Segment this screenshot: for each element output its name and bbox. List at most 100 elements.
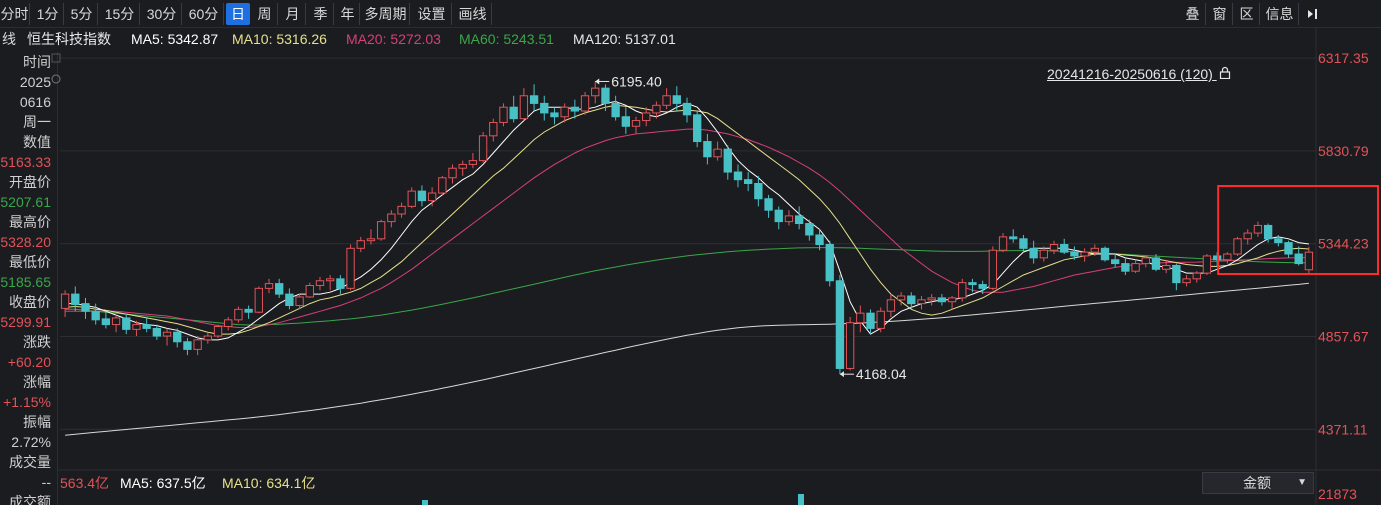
candle-body <box>907 295 916 305</box>
candle-body <box>356 240 365 249</box>
candle-body <box>1060 244 1069 253</box>
range-tag-text: 20241216-20250616 (120) <box>1047 66 1213 82</box>
candle-body <box>315 280 325 287</box>
range-tag[interactable]: 20241216-20250616 (120) <box>1047 66 1231 82</box>
candle-body <box>1009 236 1018 240</box>
candle-body <box>662 95 671 106</box>
toolbar-btn-4[interactable]: 30分 <box>142 3 182 25</box>
price-axis-label-3: 4857.67 <box>1318 328 1369 344</box>
volume-axis-top: 21873 <box>1318 486 1357 502</box>
candle-body <box>1233 238 1242 255</box>
candle-body <box>1223 253 1232 261</box>
candle-body <box>489 121 498 137</box>
toolbar: 分时 1分 5分 15分 30分 60分日周月季年多周期 设置 画线 叠窗区信息 <box>0 0 1381 28</box>
candle-body <box>815 234 824 246</box>
candle-body <box>845 322 855 369</box>
candle-body <box>305 285 314 298</box>
ma-line-ma10 <box>65 104 1309 335</box>
toolbar-btn-9[interactable]: 季 <box>308 3 334 25</box>
price-axis-label-1: 5830.79 <box>1318 143 1369 159</box>
candle-body <box>1294 253 1303 265</box>
candle-body <box>183 341 192 350</box>
toolbar-btn-1[interactable]: 1分 <box>32 3 64 25</box>
tool-btn-0[interactable]: 叠 <box>1180 3 1206 25</box>
candle-body <box>1212 255 1222 261</box>
high-value: 5328.20 <box>0 234 51 250</box>
candle-body <box>1049 244 1059 251</box>
candle-body <box>448 167 457 179</box>
candle-body <box>896 295 906 301</box>
toolbar-btn-8[interactable]: 月 <box>280 3 306 25</box>
candle-body <box>509 106 518 120</box>
ma10-readout: MA10: 5316.26 <box>232 31 327 47</box>
candle-body <box>774 209 783 223</box>
candle-body <box>794 215 804 225</box>
volume-amount: 563.4亿 <box>60 475 110 491</box>
candle-body <box>805 223 814 236</box>
candle-body <box>560 106 569 118</box>
ma120-readout: MA120: 5137.01 <box>573 31 676 47</box>
candle-body <box>1039 249 1048 259</box>
toolbar-btn-10[interactable]: 年 <box>336 3 360 25</box>
candle-body <box>927 297 936 301</box>
candle-body <box>1162 264 1171 270</box>
toolbar-btn-2[interactable]: 5分 <box>66 3 98 25</box>
candle-body <box>1100 247 1110 261</box>
candle-body <box>162 331 172 337</box>
candle-body <box>1274 238 1283 244</box>
tool-btn-1[interactable]: 窗 <box>1207 3 1233 25</box>
candle-body <box>438 177 447 194</box>
toolbar-btn-7[interactable]: 周 <box>252 3 278 25</box>
candle-body <box>101 318 111 326</box>
candle-body <box>866 312 875 329</box>
price-axis-label-4: 4371.11 <box>1318 421 1368 437</box>
change-label: 涨跌 <box>23 334 51 350</box>
low-annotation: 4168.04 <box>856 366 907 382</box>
candle-body <box>968 282 977 286</box>
candle-body <box>1263 224 1273 240</box>
candle-body <box>856 312 865 324</box>
candle-body <box>1243 232 1252 240</box>
ma-line-ma120 <box>65 282 1309 436</box>
candle-body <box>60 293 70 309</box>
candle-body <box>295 296 304 307</box>
candle-body <box>427 192 437 202</box>
toolbar-btn-13[interactable]: 画线 <box>454 3 492 25</box>
collapse-right-icon[interactable] <box>1302 3 1322 25</box>
toolbar-btn-11[interactable]: 多周期 <box>362 3 410 25</box>
candle-body <box>825 244 834 282</box>
toolbar-btn-6[interactable]: 日 <box>226 3 250 25</box>
candle-body <box>835 280 845 369</box>
candle-body <box>1090 247 1099 253</box>
candle-body <box>264 283 274 289</box>
candle-body <box>254 287 263 313</box>
tool-btn-3[interactable]: 信息 <box>1261 3 1299 25</box>
candle-body <box>642 112 651 122</box>
candle-body <box>152 327 162 337</box>
candle-body <box>122 317 131 330</box>
candle-body <box>1202 255 1212 274</box>
tool-btn-2[interactable]: 区 <box>1234 3 1260 25</box>
candle-body <box>886 299 896 312</box>
candle-body <box>478 135 488 162</box>
candle-body <box>1141 257 1150 265</box>
low-value: 5185.65 <box>0 274 51 290</box>
chart-type-label: 线 <box>2 31 16 47</box>
toolbar-btn-12[interactable]: 设置 <box>412 3 452 25</box>
indicator-select[interactable]: 金额 ▼ <box>1202 472 1314 494</box>
panel-toggle-icon <box>51 53 61 63</box>
open-value: 5207.61 <box>0 194 51 210</box>
candle-body <box>682 102 692 116</box>
lock-icon[interactable] <box>1219 66 1231 82</box>
candle-body <box>234 308 243 321</box>
candle-body <box>193 339 202 350</box>
candle-body <box>550 112 559 118</box>
toolbar-btn-0[interactable]: 分时 <box>0 3 30 25</box>
ma60-readout: MA60: 5243.51 <box>459 31 554 47</box>
toolbar-btn-5[interactable]: 60分 <box>184 3 224 25</box>
candle-body <box>529 95 539 104</box>
toolbar-btn-3[interactable]: 15分 <box>100 3 140 25</box>
year-value: 2025 <box>19 74 51 90</box>
candle-body <box>947 297 957 303</box>
